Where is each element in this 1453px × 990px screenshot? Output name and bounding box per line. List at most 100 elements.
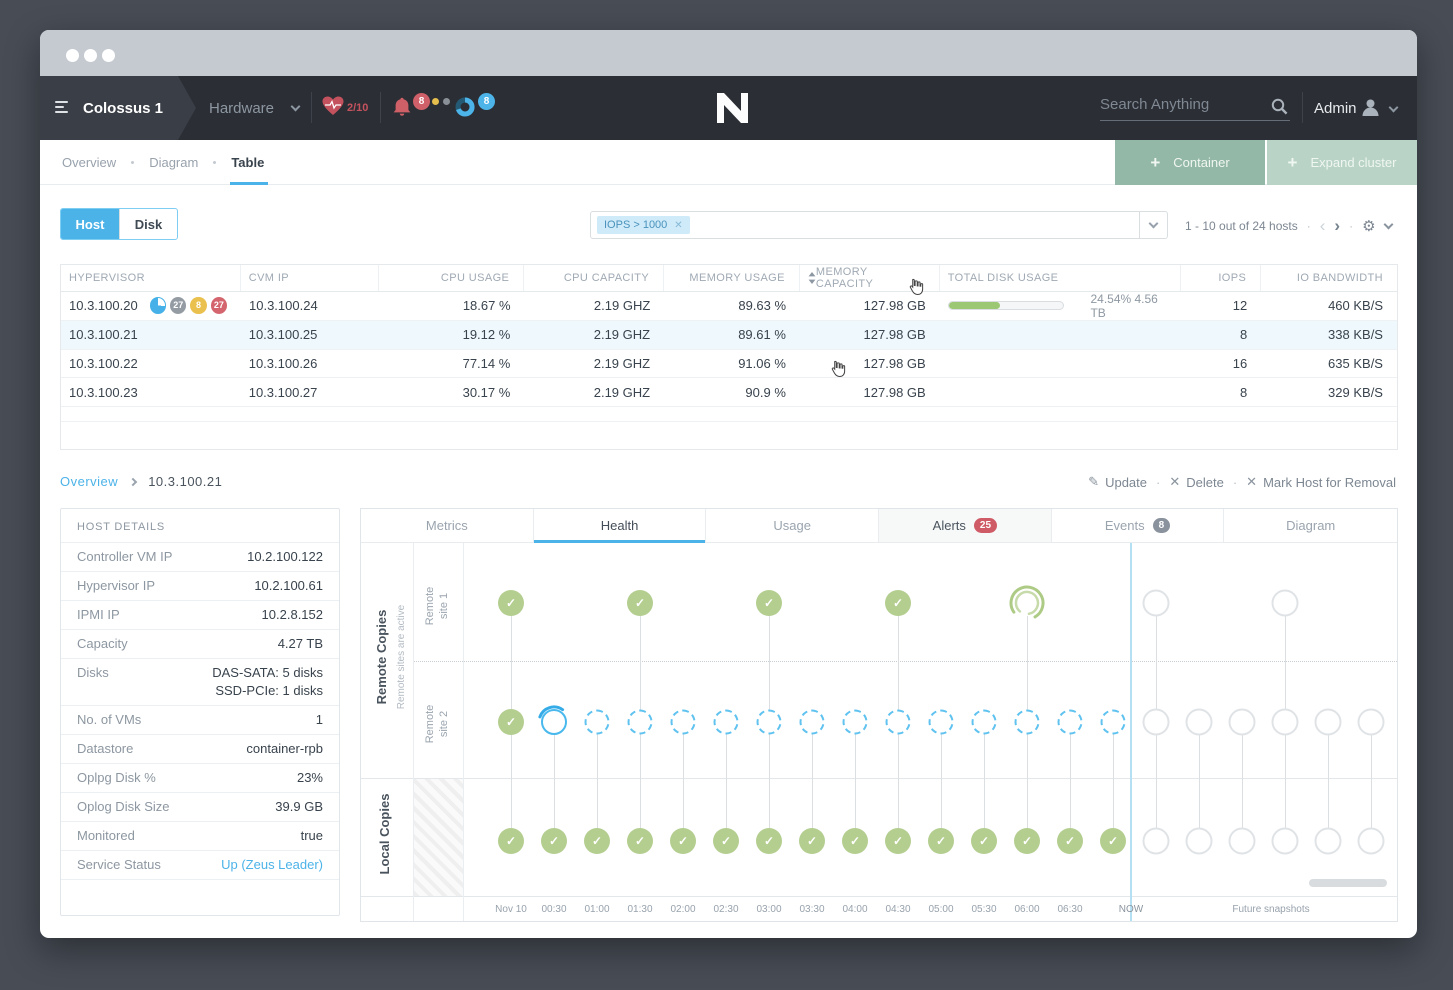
column-header-cpu_capacity[interactable]: CPU CAPACITY [524, 265, 665, 291]
tasks-count-badge[interactable]: 8 [478, 93, 495, 110]
action-mark-host-for-removal[interactable]: ✕ Mark Host for Removal [1246, 474, 1396, 490]
snapshot-done[interactable]: ✓ [799, 828, 825, 854]
snapshot-done[interactable]: ✓ [541, 828, 567, 854]
detail-tab-health[interactable]: Health [533, 509, 707, 543]
snapshot-future[interactable] [1314, 708, 1342, 736]
snapshot-future[interactable] [1142, 589, 1170, 617]
tasks-spinner-icon[interactable] [455, 97, 475, 117]
snapshot-done[interactable]: ✓ [627, 828, 653, 854]
sort-icon[interactable] [808, 272, 816, 284]
yellow-count-badge[interactable]: 8 [190, 297, 207, 315]
alerts-count-badge[interactable]: 8 [413, 93, 430, 110]
user-avatar-icon[interactable] [1360, 97, 1381, 118]
table-row-host-10.3.100.20[interactable]: 10.3.100.20 27 8 27 10.3.100.24 18.67 % 2.19 G… [61, 292, 1397, 321]
snapshot-active[interactable] [538, 705, 567, 735]
nav-section-dropdown[interactable]: Hardware [209, 100, 301, 117]
expand-cluster-button[interactable]: + Expand cluster [1267, 140, 1417, 185]
snapshot-done[interactable]: ✓ [928, 828, 954, 854]
snapshot-pending[interactable] [799, 709, 825, 735]
search-input[interactable] [1100, 96, 1260, 113]
column-header-hypervisor[interactable]: HYPERVISOR [61, 265, 241, 291]
chart-scrollbar[interactable] [1309, 879, 1387, 887]
snapshot-pending[interactable] [1014, 709, 1040, 735]
prev-page-button[interactable]: ‹ [1319, 216, 1326, 235]
breadcrumb-overview-link[interactable]: Overview [60, 474, 119, 489]
toggle-disk[interactable]: Disk [119, 209, 177, 239]
snapshot-future[interactable] [1142, 708, 1170, 736]
container-button[interactable]: + Container [1115, 140, 1265, 185]
snapshot-done[interactable]: ✓ [498, 590, 524, 616]
snapshot-pending[interactable] [885, 709, 911, 735]
snapshot-future[interactable] [1271, 708, 1299, 736]
column-header-memory_usage[interactable]: MEMORY USAGE [664, 265, 800, 291]
snapshot-done[interactable]: ✓ [1100, 828, 1126, 854]
snapshot-done[interactable]: ✓ [971, 828, 997, 854]
filter-dropdown-button[interactable] [1139, 212, 1167, 238]
snapshot-pending[interactable] [971, 709, 997, 735]
snapshot-pending[interactable] [928, 709, 954, 735]
column-header-cpu_usage[interactable]: CPU USAGE [379, 265, 525, 291]
snapshot-done[interactable]: ✓ [1014, 828, 1040, 854]
column-header-cvm_ip[interactable]: CVM IP [241, 265, 379, 291]
snapshot-future[interactable] [1228, 708, 1256, 736]
column-header-memory_capacity[interactable]: MEMORY CAPACITY [800, 265, 940, 291]
snapshot-done[interactable]: ✓ [498, 828, 524, 854]
snapshot-future[interactable] [1357, 827, 1385, 855]
snapshot-future[interactable] [1314, 827, 1342, 855]
snapshot-done[interactable]: ✓ [842, 828, 868, 854]
chevron-down-icon[interactable] [1383, 219, 1393, 229]
action-update[interactable]: ✎ Update [1088, 474, 1147, 490]
detail-tab-usage[interactable]: Usage [706, 509, 880, 542]
snapshot-done[interactable]: ✓ [498, 709, 524, 735]
table-row-host-10.3.100.21[interactable]: 10.3.100.21 10.3.100.25 19.12 % 2.19 GHZ 89.… [61, 320, 1397, 350]
snapshot-pending[interactable] [1100, 709, 1126, 735]
snapshot-done[interactable]: ✓ [1057, 828, 1083, 854]
table-row-host-10.3.100.22[interactable]: 10.3.100.22 10.3.100.26 77.14 % 2.19 GHZ 91.… [61, 349, 1397, 379]
filter-input[interactable]: IOPS > 1000 ✕ [590, 211, 1168, 239]
snapshot-done[interactable]: ✓ [885, 590, 911, 616]
red-count-badge[interactable]: 27 [210, 297, 228, 315]
snapshot-future[interactable] [1357, 708, 1385, 736]
snapshot-done[interactable]: ✓ [670, 828, 696, 854]
column-header-io_bandwidth[interactable]: IO BANDWIDTH [1261, 265, 1397, 291]
snapshot-pending[interactable] [756, 709, 782, 735]
snapshot-future[interactable] [1185, 827, 1213, 855]
pie-status-icon[interactable] [149, 297, 167, 315]
snapshot-future[interactable] [1271, 827, 1299, 855]
toggle-host[interactable]: Host [61, 209, 119, 239]
search-icon[interactable] [1271, 98, 1288, 115]
detail-tab-events[interactable]: Events 8 [1052, 509, 1225, 542]
snapshot-done[interactable]: ✓ [713, 828, 739, 854]
snapshot-pending[interactable] [842, 709, 868, 735]
snapshot-pending[interactable] [670, 709, 696, 735]
user-menu[interactable]: Admin [1314, 100, 1357, 117]
snapshot-pending[interactable] [627, 709, 653, 735]
detail-tab-diagram[interactable]: Diagram [1224, 509, 1397, 542]
snapshot-pending[interactable] [1057, 709, 1083, 735]
remove-filter-icon[interactable]: ✕ [674, 219, 683, 231]
snapshot-done[interactable]: ✓ [756, 828, 782, 854]
action-delete[interactable]: ✕ Delete [1169, 474, 1223, 490]
column-header-disk[interactable]: TOTAL DISK USAGE [940, 265, 1182, 291]
cluster-selector[interactable] [40, 76, 196, 140]
snapshot-progress[interactable] [1009, 585, 1045, 619]
column-header-iops[interactable]: IOPS [1181, 265, 1262, 291]
detail-tab-metrics[interactable]: Metrics [361, 509, 534, 542]
tab-table[interactable]: Table [231, 155, 265, 170]
gear-icon[interactable]: ⚙ [1362, 218, 1376, 235]
table-row-host-10.3.100.23[interactable]: 10.3.100.23 10.3.100.27 30.17 % 2.19 GHZ 90.… [61, 378, 1397, 407]
menu-icon[interactable] [55, 101, 68, 116]
window-control-dot[interactable] [66, 49, 79, 62]
detail-tab-alerts[interactable]: Alerts 25 [879, 509, 1052, 542]
snapshot-future[interactable] [1228, 827, 1256, 855]
snapshot-future[interactable] [1142, 827, 1170, 855]
gray-count-badge[interactable]: 27 [170, 297, 187, 315]
snapshot-done[interactable]: ✓ [756, 590, 782, 616]
window-titlebar[interactable] [40, 30, 1417, 76]
snapshot-future[interactable] [1271, 589, 1299, 617]
snapshot-future[interactable] [1185, 708, 1213, 736]
alerts-bell-icon[interactable] [393, 97, 411, 117]
tab-overview[interactable]: Overview [62, 155, 117, 170]
snapshot-pending[interactable] [584, 709, 610, 735]
next-page-button[interactable]: › [1334, 216, 1341, 235]
